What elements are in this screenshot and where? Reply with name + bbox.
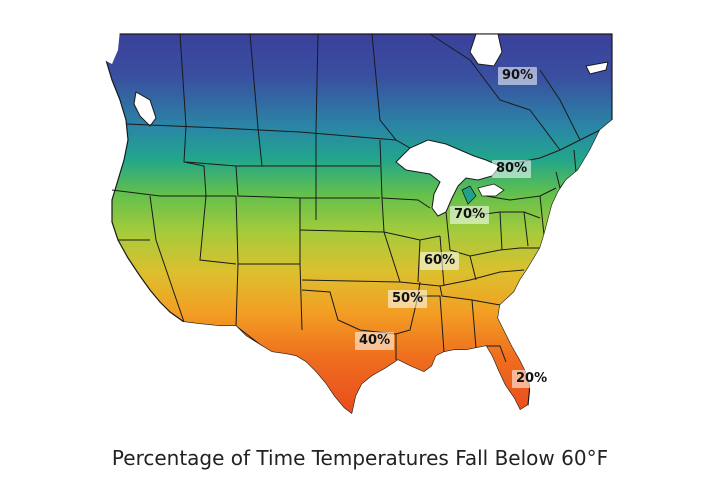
pacific-inlet	[133, 91, 157, 127]
map-caption: Percentage of Time Temperatures Fall Bel…	[111, 446, 609, 470]
great-lakes	[395, 139, 501, 217]
hudson-bay	[469, 33, 503, 67]
zone-label-50: 50%	[388, 290, 428, 308]
zone-label-60: 60%	[420, 252, 460, 270]
zone-label-70: 70%	[450, 206, 490, 224]
zone-label-40: 40%	[355, 332, 395, 350]
region-borders	[111, 33, 601, 363]
zone-label-80: 80%	[492, 160, 532, 178]
zone-label-20: 20%	[512, 370, 552, 388]
gulf-of-st-lawrence	[585, 61, 609, 75]
zone-label-90: 90%	[498, 67, 538, 85]
